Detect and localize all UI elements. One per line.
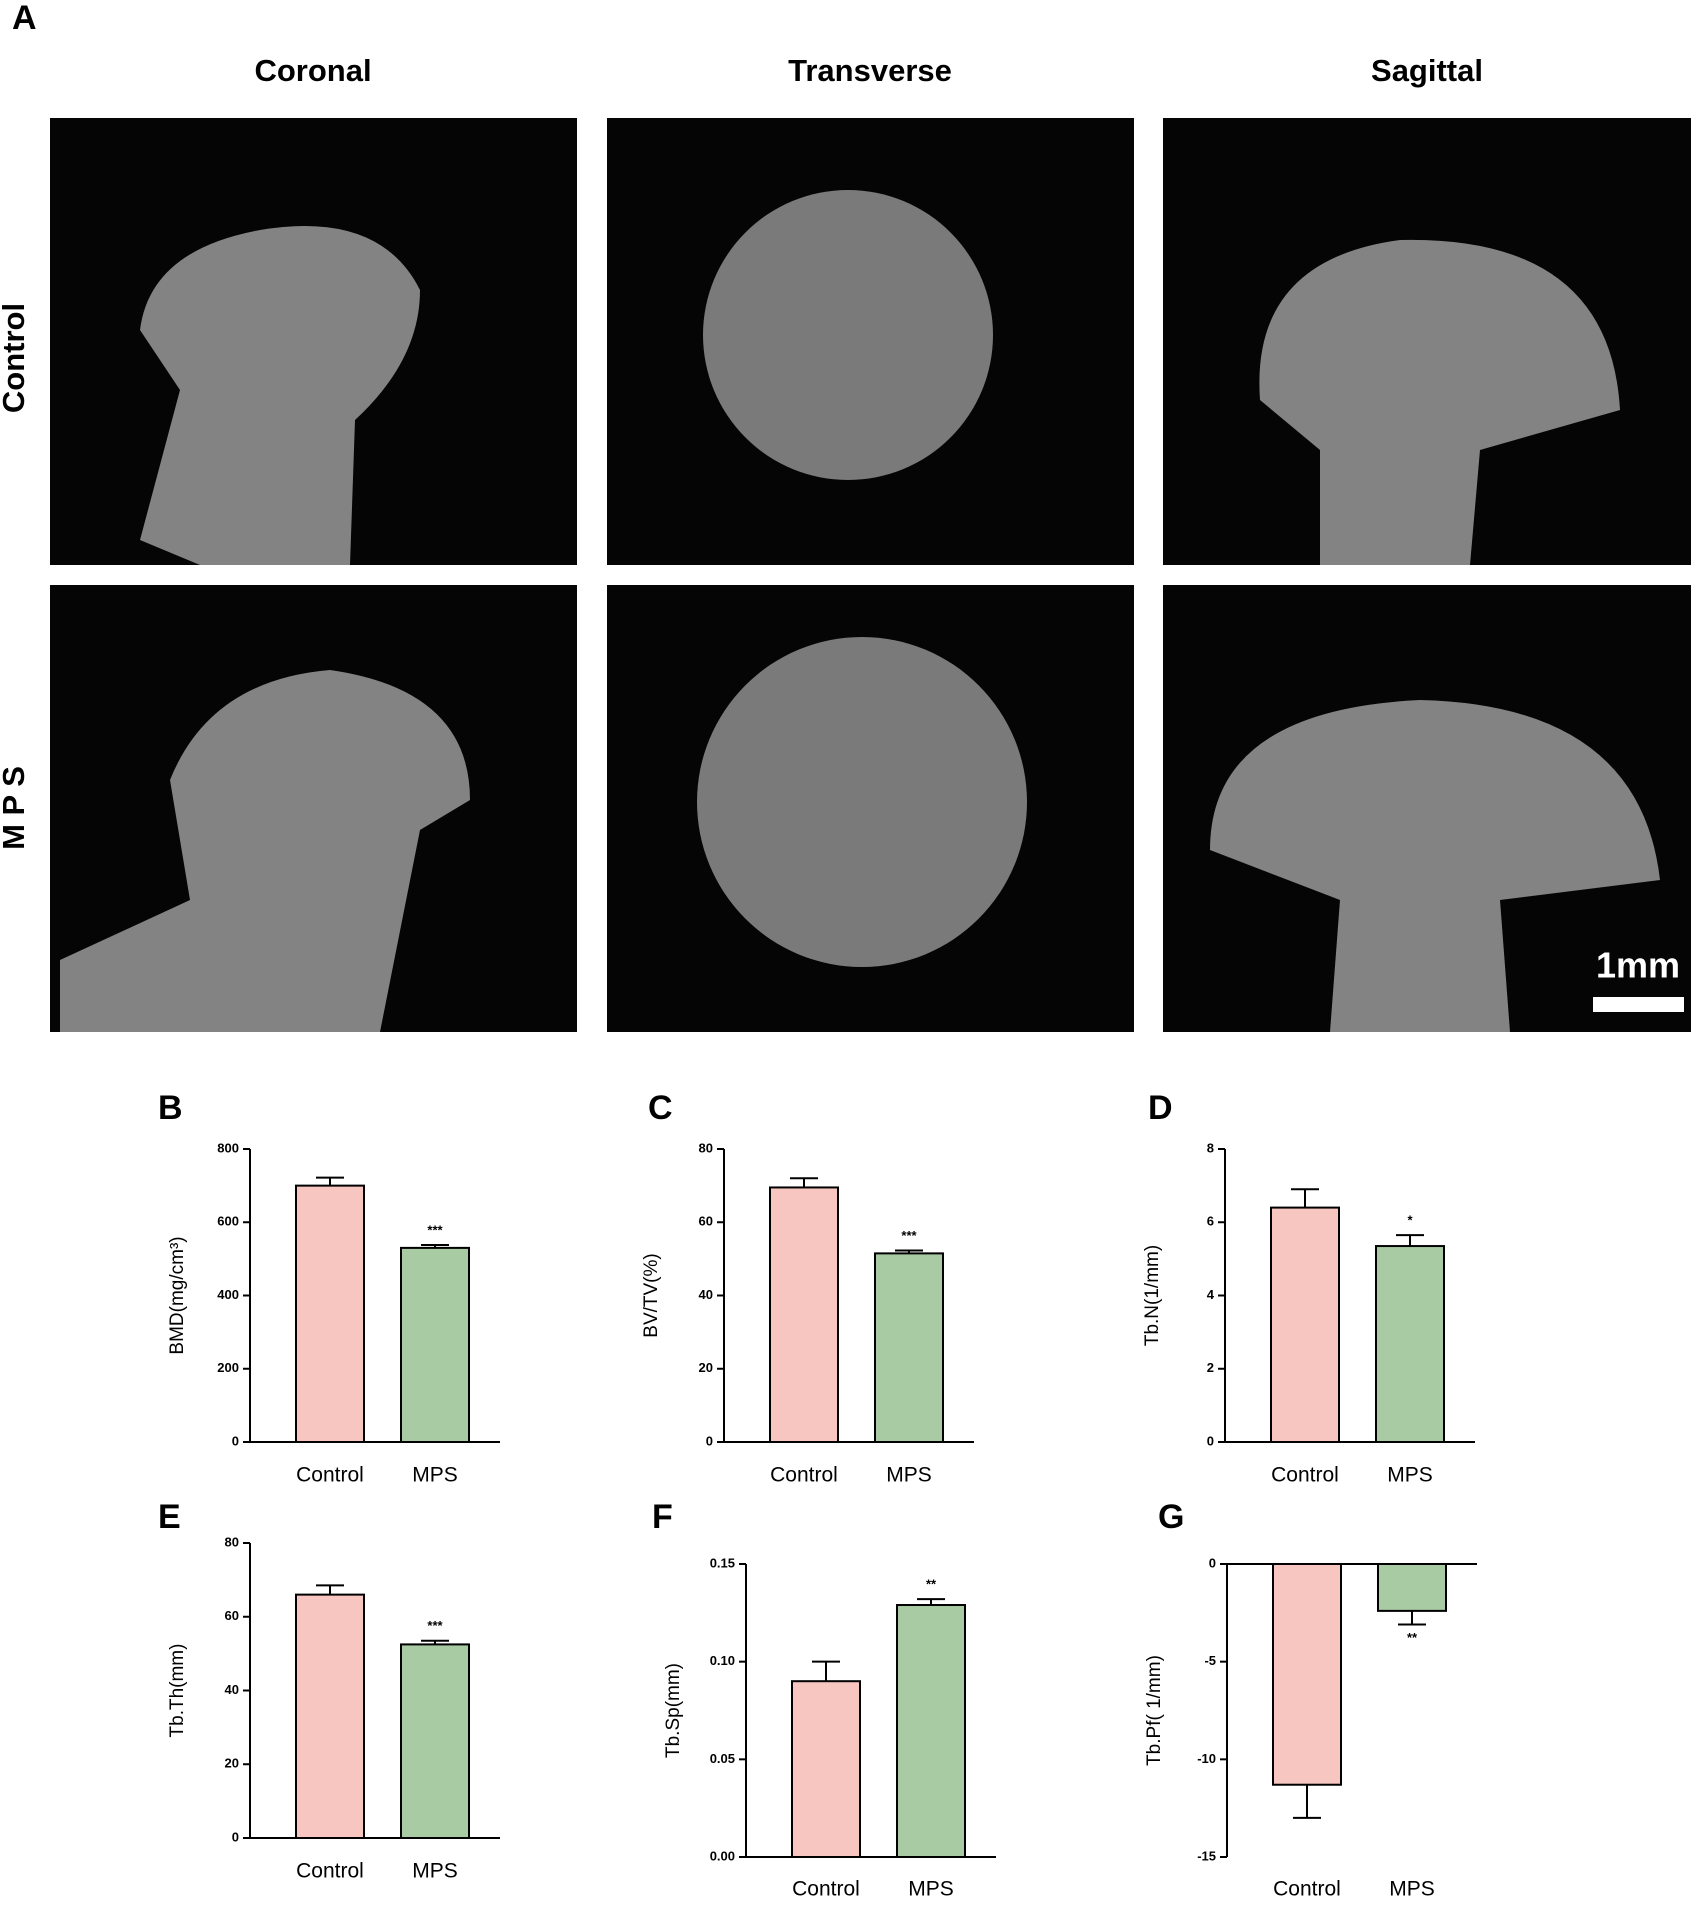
panel-label: C — [648, 1089, 673, 1127]
y-tick-label: 0 — [1207, 1433, 1214, 1448]
significance: *** — [427, 1618, 443, 1633]
y-tick-label: 800 — [217, 1140, 239, 1155]
bone-shape — [703, 190, 993, 480]
bar — [400, 1643, 470, 1839]
bone-shape — [60, 670, 470, 1032]
y-tick-label: 20 — [225, 1756, 239, 1771]
bar — [1377, 1563, 1447, 1612]
x-tick-label: Control — [1271, 1464, 1339, 1487]
y-tick-label: 60 — [699, 1214, 713, 1229]
y-axis-label: Tb.Pf( 1/mm) — [1144, 1655, 1165, 1766]
x-tick-label: MPS — [412, 1860, 458, 1883]
y-tick-label: 0.15 — [710, 1555, 735, 1570]
scale-bar-label: 1mm — [1596, 945, 1680, 986]
bar — [769, 1186, 839, 1444]
bar — [295, 1593, 365, 1839]
significance: ** — [926, 1577, 937, 1592]
bone-shape — [1259, 239, 1620, 565]
panel-label: B — [158, 1089, 183, 1127]
y-tick-label: 2 — [1207, 1360, 1214, 1375]
y-tick-label: 0 — [1209, 1555, 1216, 1570]
x-tick-label: MPS — [1387, 1464, 1433, 1487]
significance: *** — [901, 1228, 917, 1243]
y-tick-label: 200 — [217, 1360, 239, 1375]
y-tick-label: 600 — [217, 1214, 239, 1229]
y-tick-label: 8 — [1207, 1140, 1214, 1155]
column-title: Transverse — [788, 53, 952, 88]
significance: ** — [1407, 1630, 1418, 1645]
y-axis-label: Tb.Th(mm) — [167, 1644, 188, 1738]
panel-label: D — [1148, 1089, 1173, 1127]
panel-label: G — [1158, 1498, 1184, 1536]
y-tick-label: 80 — [699, 1140, 713, 1155]
row-title: M P S — [0, 766, 31, 850]
panel-label: F — [652, 1498, 673, 1536]
scale-bar — [1593, 997, 1684, 1012]
y-tick-label: -10 — [1197, 1751, 1216, 1766]
y-tick-label: 0.05 — [710, 1751, 735, 1766]
y-tick-label: 0 — [232, 1829, 239, 1844]
bar — [1272, 1563, 1342, 1786]
x-tick-label: MPS — [886, 1464, 932, 1487]
y-tick-label: 6 — [1207, 1214, 1214, 1229]
x-tick-label: Control — [296, 1464, 364, 1487]
x-tick-label: MPS — [412, 1464, 458, 1487]
y-axis-label: BV/TV(%) — [641, 1253, 662, 1337]
x-tick-label: MPS — [908, 1878, 954, 1901]
bar — [1375, 1245, 1445, 1444]
ct-images: 1mm — [50, 118, 1691, 1032]
x-tick-label: Control — [296, 1860, 364, 1883]
y-tick-label: 0.00 — [710, 1848, 735, 1863]
y-tick-label: 400 — [217, 1287, 239, 1302]
y-tick-label: -5 — [1204, 1653, 1216, 1668]
bar — [1270, 1206, 1340, 1443]
y-tick-label: 0 — [232, 1433, 239, 1448]
bar — [400, 1246, 470, 1443]
significance: * — [1407, 1213, 1413, 1228]
row-title: Control — [0, 303, 31, 413]
column-title: Coronal — [254, 53, 371, 88]
bar — [896, 1604, 966, 1859]
significance: *** — [427, 1222, 443, 1237]
y-tick-label: 0.10 — [710, 1653, 735, 1668]
x-tick-label: Control — [1273, 1878, 1341, 1901]
y-tick-label: 40 — [699, 1287, 713, 1302]
y-tick-label: 0 — [706, 1433, 713, 1448]
bar — [295, 1184, 365, 1443]
column-title: Sagittal — [1371, 53, 1483, 88]
y-tick-label: 40 — [225, 1682, 239, 1697]
y-tick-label: -15 — [1197, 1848, 1216, 1863]
y-tick-label: 20 — [699, 1360, 713, 1375]
y-tick-label: 60 — [225, 1608, 239, 1623]
y-axis-label: BMD(mg/cm³) — [167, 1236, 188, 1354]
x-tick-label: MPS — [1389, 1878, 1435, 1901]
y-tick-label: 80 — [225, 1534, 239, 1549]
bar — [874, 1252, 944, 1443]
y-axis-label: Tb.Sp(mm) — [663, 1663, 684, 1758]
x-tick-label: Control — [770, 1464, 838, 1487]
bone-shape — [1210, 700, 1660, 1032]
bone-shape — [697, 637, 1027, 967]
panel-label: E — [158, 1498, 181, 1536]
y-tick-label: 4 — [1207, 1287, 1215, 1302]
x-tick-label: Control — [792, 1878, 860, 1901]
panel-label: A — [12, 0, 37, 37]
bone-shape — [140, 226, 420, 565]
bar — [791, 1680, 861, 1858]
y-axis-label: Tb.N(1/mm) — [1142, 1245, 1163, 1346]
